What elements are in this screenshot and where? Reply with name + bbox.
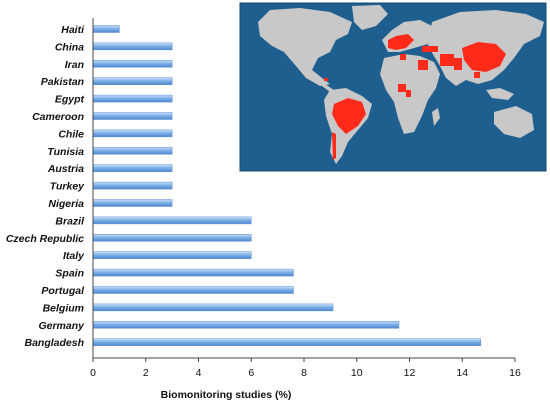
map-highlight-chile <box>332 132 336 160</box>
bar-czech-republic <box>92 234 252 242</box>
map-highlight-brazil <box>332 98 366 134</box>
map-highlight-turkey <box>422 46 438 52</box>
bar-austria <box>92 164 173 172</box>
bar-pakistan <box>92 77 173 85</box>
x-tick-label: 4 <box>196 367 202 379</box>
bar-turkey <box>92 181 173 190</box>
x-tick-label: 12 <box>404 367 416 379</box>
x-tick-label: 2 <box>143 367 149 379</box>
category-label: Turkey <box>50 181 85 193</box>
category-label: Brazil <box>55 215 85 227</box>
map-highlight-cameroon <box>406 90 411 97</box>
map-highlight-haiti <box>324 78 328 81</box>
map-land-greenland <box>352 5 388 30</box>
x-tick-label: 6 <box>248 367 254 379</box>
map-highlight-egypt <box>418 60 428 70</box>
map-highlight-nigeria <box>398 84 406 92</box>
category-label: Germany <box>38 320 85 332</box>
category-label: Austria <box>47 163 84 175</box>
category-labels: Haiti China Iran Pakistan Egypt Cameroon Chile… <box>6 24 85 349</box>
category-label: Czech Republic <box>6 233 84 245</box>
map-highlight-europe <box>388 34 414 50</box>
x-tick-label: 10 <box>351 367 363 379</box>
category-label: Italy <box>63 250 85 262</box>
bar-chile <box>92 129 173 138</box>
x-tick-label: 0 <box>90 367 96 379</box>
map-frame <box>239 2 547 172</box>
category-label: Cameroon <box>32 111 84 123</box>
bar-brazil <box>92 216 252 225</box>
category-label: Portugal <box>41 285 85 297</box>
bar-haiti <box>92 25 120 33</box>
bars-group <box>92 25 481 346</box>
x-ticks: 0 2 4 6 8 10 12 14 16 <box>90 358 521 379</box>
inset-world-map <box>240 3 546 171</box>
map-land-australia <box>494 106 534 138</box>
x-tick-label: 14 <box>456 367 468 379</box>
category-label: Bangladesh <box>24 337 84 349</box>
bar-iran <box>92 60 173 68</box>
category-label: Iran <box>65 59 84 71</box>
map-land-madagascar <box>432 108 440 126</box>
x-tick-label: 16 <box>509 367 521 379</box>
map-highlight-iran <box>440 54 454 66</box>
bar-nigeria <box>92 199 173 207</box>
bar-belgium <box>92 303 334 312</box>
map-highlight-pakistan <box>454 58 462 70</box>
bar-egypt <box>92 94 173 103</box>
bar-portugal <box>92 286 294 294</box>
category-label: China <box>55 41 84 53</box>
map-highlight-china <box>462 42 506 72</box>
category-label: Tunisia <box>47 146 84 158</box>
category-label: Chile <box>58 128 84 140</box>
bar-tunisia <box>92 147 173 155</box>
category-label: Nigeria <box>48 198 84 210</box>
category-label: Haiti <box>61 24 85 36</box>
bar-cameroon <box>92 112 173 120</box>
bar-bangladesh <box>92 338 481 346</box>
bar-italy <box>92 251 252 259</box>
x-axis-title: Biomonitoring studies (%) <box>161 389 292 401</box>
map-highlight-tunisia <box>400 54 406 60</box>
bar-spain <box>92 268 294 277</box>
map-land-north-america <box>258 8 352 86</box>
bar-china <box>92 42 173 51</box>
x-tick-label: 8 <box>301 367 307 379</box>
category-label: Egypt <box>55 94 85 106</box>
map-land-central-america <box>312 72 334 92</box>
category-label: Pakistan <box>41 76 84 88</box>
bar-germany <box>92 321 400 329</box>
category-label: Belgium <box>43 302 84 314</box>
map-land-se-asia <box>486 88 514 100</box>
category-label: Spain <box>55 268 84 280</box>
map-highlight-bangladesh <box>474 72 480 78</box>
